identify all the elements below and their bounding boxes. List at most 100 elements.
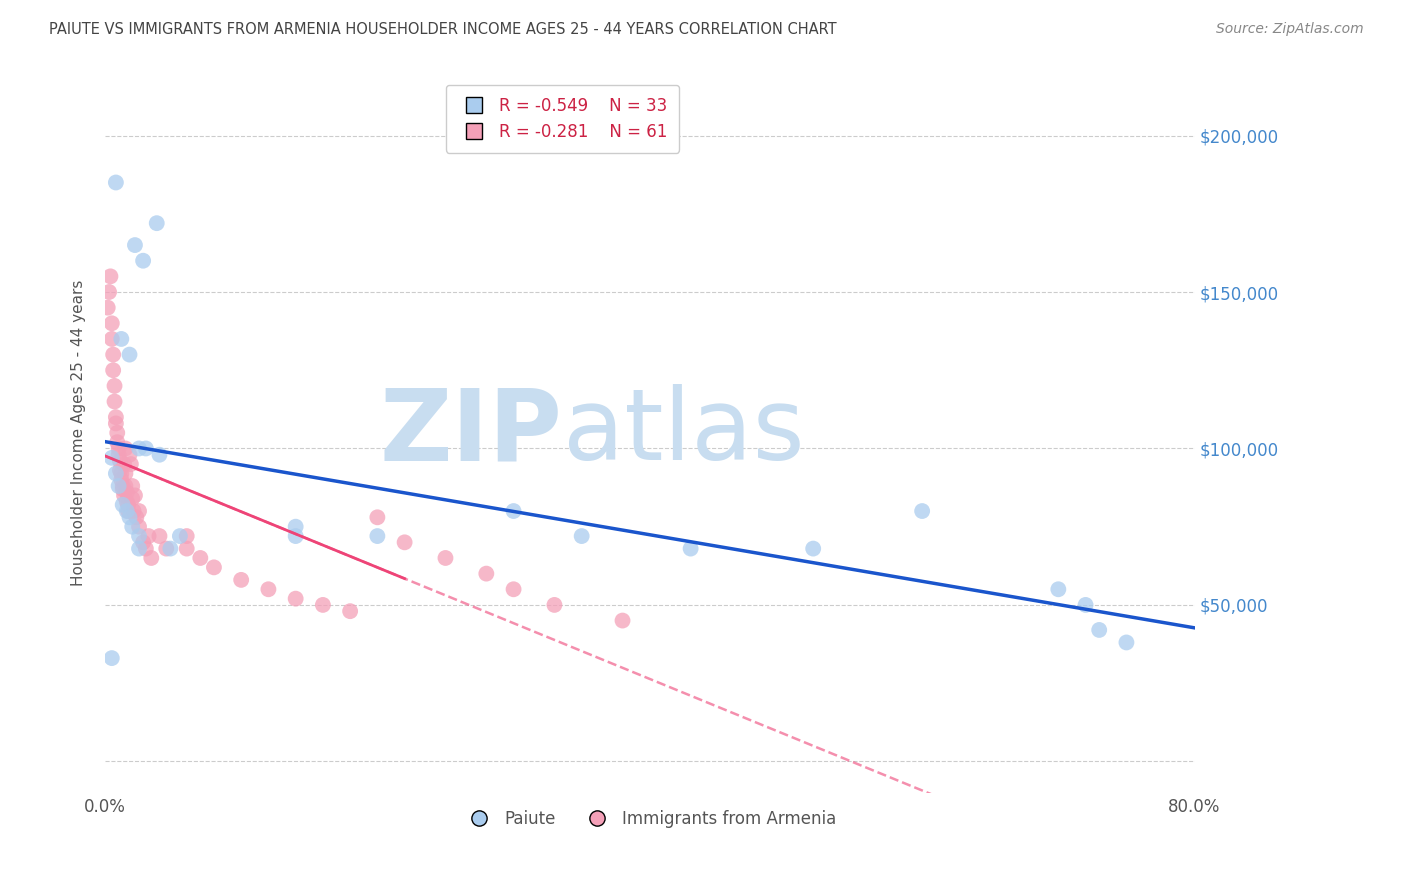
Point <box>128 519 150 533</box>
Point <box>571 529 593 543</box>
Point <box>108 454 131 468</box>
Point <box>115 504 138 518</box>
Point <box>612 614 634 628</box>
Point <box>176 541 198 556</box>
Point <box>911 504 934 518</box>
Point <box>1047 582 1070 597</box>
Point <box>120 457 142 471</box>
Point <box>145 216 167 230</box>
Point <box>679 541 702 556</box>
Point <box>169 529 191 543</box>
Point <box>543 598 565 612</box>
Point <box>112 457 135 471</box>
Point <box>1074 598 1097 612</box>
Point <box>104 467 127 481</box>
Point <box>366 510 388 524</box>
Point <box>100 269 122 284</box>
Point <box>104 176 127 190</box>
Point <box>121 519 143 533</box>
Y-axis label: Householder Income Ages 25 - 44 years: Householder Income Ages 25 - 44 years <box>72 279 86 586</box>
Point <box>128 504 150 518</box>
Point <box>107 448 129 462</box>
Point <box>122 504 145 518</box>
Point <box>121 491 143 506</box>
Point <box>108 463 131 477</box>
Point <box>118 448 141 462</box>
Point <box>366 529 388 543</box>
Point <box>148 529 170 543</box>
Point <box>176 529 198 543</box>
Point <box>155 541 177 556</box>
Text: ZIP: ZIP <box>380 384 562 482</box>
Point <box>135 442 157 456</box>
Point <box>98 285 121 299</box>
Point <box>105 425 128 440</box>
Point <box>188 551 211 566</box>
Point <box>132 253 155 268</box>
Point <box>148 448 170 462</box>
Point <box>97 301 120 315</box>
Point <box>104 410 127 425</box>
Point <box>124 488 146 502</box>
Point <box>115 485 138 500</box>
Point <box>502 504 524 518</box>
Point <box>101 316 124 330</box>
Point <box>125 510 148 524</box>
Point <box>339 604 361 618</box>
Point <box>128 541 150 556</box>
Text: atlas: atlas <box>562 384 804 482</box>
Point <box>117 498 139 512</box>
Point <box>1088 623 1111 637</box>
Point <box>231 573 253 587</box>
Point <box>107 479 129 493</box>
Point <box>284 519 307 533</box>
Point <box>128 442 150 456</box>
Point <box>128 529 150 543</box>
Point <box>110 467 132 481</box>
Point <box>101 450 124 465</box>
Point <box>257 582 280 597</box>
Point <box>110 473 132 487</box>
Point <box>394 535 416 549</box>
Point <box>1115 635 1137 649</box>
Point <box>138 529 160 543</box>
Point <box>110 332 132 346</box>
Point <box>202 560 225 574</box>
Point <box>132 535 155 549</box>
Point <box>107 442 129 456</box>
Point <box>111 482 134 496</box>
Text: Source: ZipAtlas.com: Source: ZipAtlas.com <box>1216 22 1364 37</box>
Point <box>124 238 146 252</box>
Point <box>117 504 139 518</box>
Point <box>101 363 124 377</box>
Point <box>114 479 136 493</box>
Point <box>101 348 124 362</box>
Point <box>103 394 125 409</box>
Point <box>104 417 127 431</box>
Point <box>801 541 824 556</box>
Point <box>475 566 498 581</box>
Point <box>434 551 457 566</box>
Point <box>159 541 181 556</box>
Point <box>115 494 138 508</box>
Point <box>118 510 141 524</box>
Point <box>112 488 135 502</box>
Point <box>135 541 157 556</box>
Point <box>284 529 307 543</box>
Point <box>121 479 143 493</box>
Point <box>101 332 124 346</box>
Point <box>114 467 136 481</box>
Point <box>141 551 163 566</box>
Point <box>114 442 136 456</box>
Point <box>103 379 125 393</box>
Legend: Paiute, Immigrants from Armenia: Paiute, Immigrants from Armenia <box>456 804 844 835</box>
Point <box>118 348 141 362</box>
Point <box>105 435 128 450</box>
Point <box>312 598 335 612</box>
Point <box>111 498 134 512</box>
Point <box>284 591 307 606</box>
Point <box>101 651 124 665</box>
Point <box>502 582 524 597</box>
Point <box>111 479 134 493</box>
Text: PAIUTE VS IMMIGRANTS FROM ARMENIA HOUSEHOLDER INCOME AGES 25 - 44 YEARS CORRELAT: PAIUTE VS IMMIGRANTS FROM ARMENIA HOUSEH… <box>49 22 837 37</box>
